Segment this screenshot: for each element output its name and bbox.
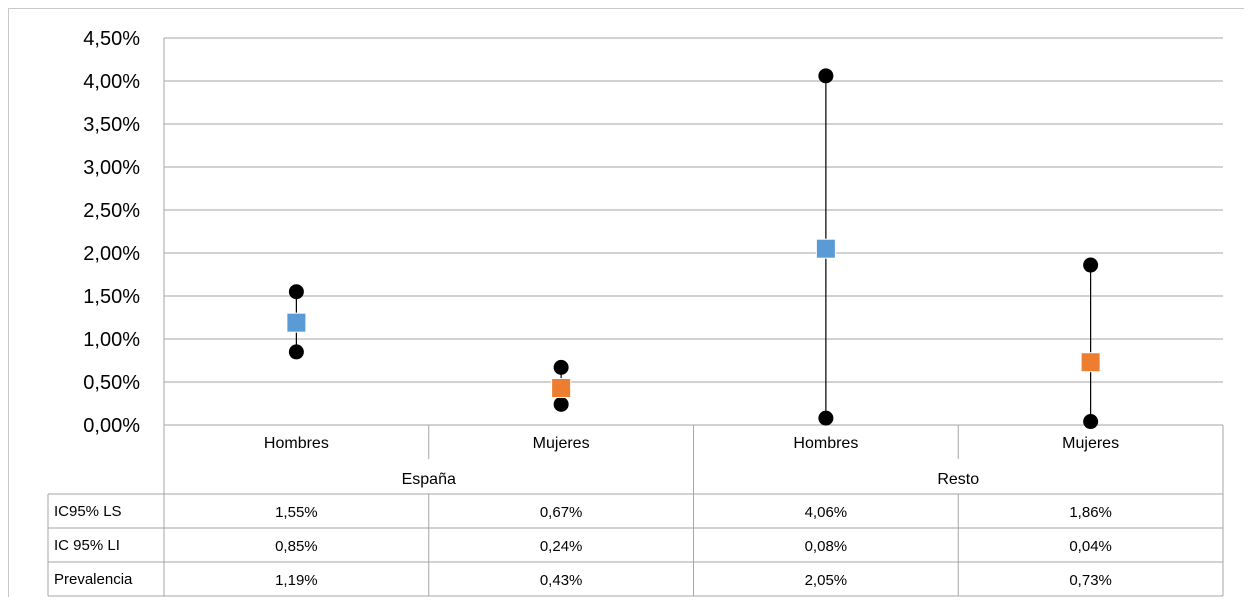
y-tick-label: 2,50% [83,200,140,222]
x-category-label: Mujeres [533,435,590,452]
data-table-value: 0,85% [275,538,318,555]
data-table-value: 0,08% [805,538,848,555]
data-table-value: 1,19% [275,572,318,589]
errorbar-layer [295,75,1092,422]
lower-ci-point [818,410,834,426]
prevalence-point [286,312,307,333]
prevalence-point [551,378,572,399]
data-table-value: 2,05% [805,572,848,589]
x-group-label: Resto [937,471,979,488]
y-tick-label: 3,50% [83,114,140,136]
data-table-value: 1,55% [275,504,318,521]
series-row-label: IC 95% LI [54,537,120,554]
y-tick-label: 3,00% [83,157,140,179]
upper-ci-point [818,68,834,84]
upper-ci-point [1083,257,1099,273]
data-table-value: 4,06% [805,504,848,521]
data-table-value: 1,86% [1069,504,1112,521]
y-tick-label: 2,00% [83,243,140,265]
lower-ci-point [553,396,569,412]
y-tick-label: 4,00% [83,71,140,93]
y-tick-label: 0,50% [83,372,140,394]
grid-layer [164,37,1223,426]
axis-layer: 0,00% 0,50% 1,00% 1,50% 2,00% 2,50% 3,00% 3,50%… [83,28,165,437]
y-tick-label: 1,00% [83,329,140,351]
x-group-label: España [402,471,456,488]
lower-ci-point [1083,414,1099,430]
x-category-label: Mujeres [1062,435,1119,452]
series-row-label: Prevalencia [54,571,133,588]
y-tick-label: 1,50% [83,286,140,308]
x-category-label: Hombres [793,435,858,452]
chart-frame [8,8,1244,597]
prevalence-point [815,238,836,259]
y-tick-label: 4,50% [83,28,140,50]
data-table-value: 0,67% [540,504,583,521]
data-table-value: 0,04% [1069,538,1112,555]
data-table-value: 0,73% [1069,572,1112,589]
y-tick-label: 0,00% [83,415,140,437]
data-table-value: 0,24% [540,538,583,555]
series-row-label: IC95% LS [54,503,122,520]
x-category-label: Hombres [264,435,329,452]
data-table-value: 0,43% [540,572,583,589]
data-table: Hombres Mujeres Hombres Mujeres España Resto I… [47,425,1224,597]
marker-layer [286,68,1101,430]
prevalence-point [1080,352,1101,373]
upper-ci-point [288,284,304,300]
upper-ci-point [553,359,569,375]
lower-ci-point [288,344,304,360]
